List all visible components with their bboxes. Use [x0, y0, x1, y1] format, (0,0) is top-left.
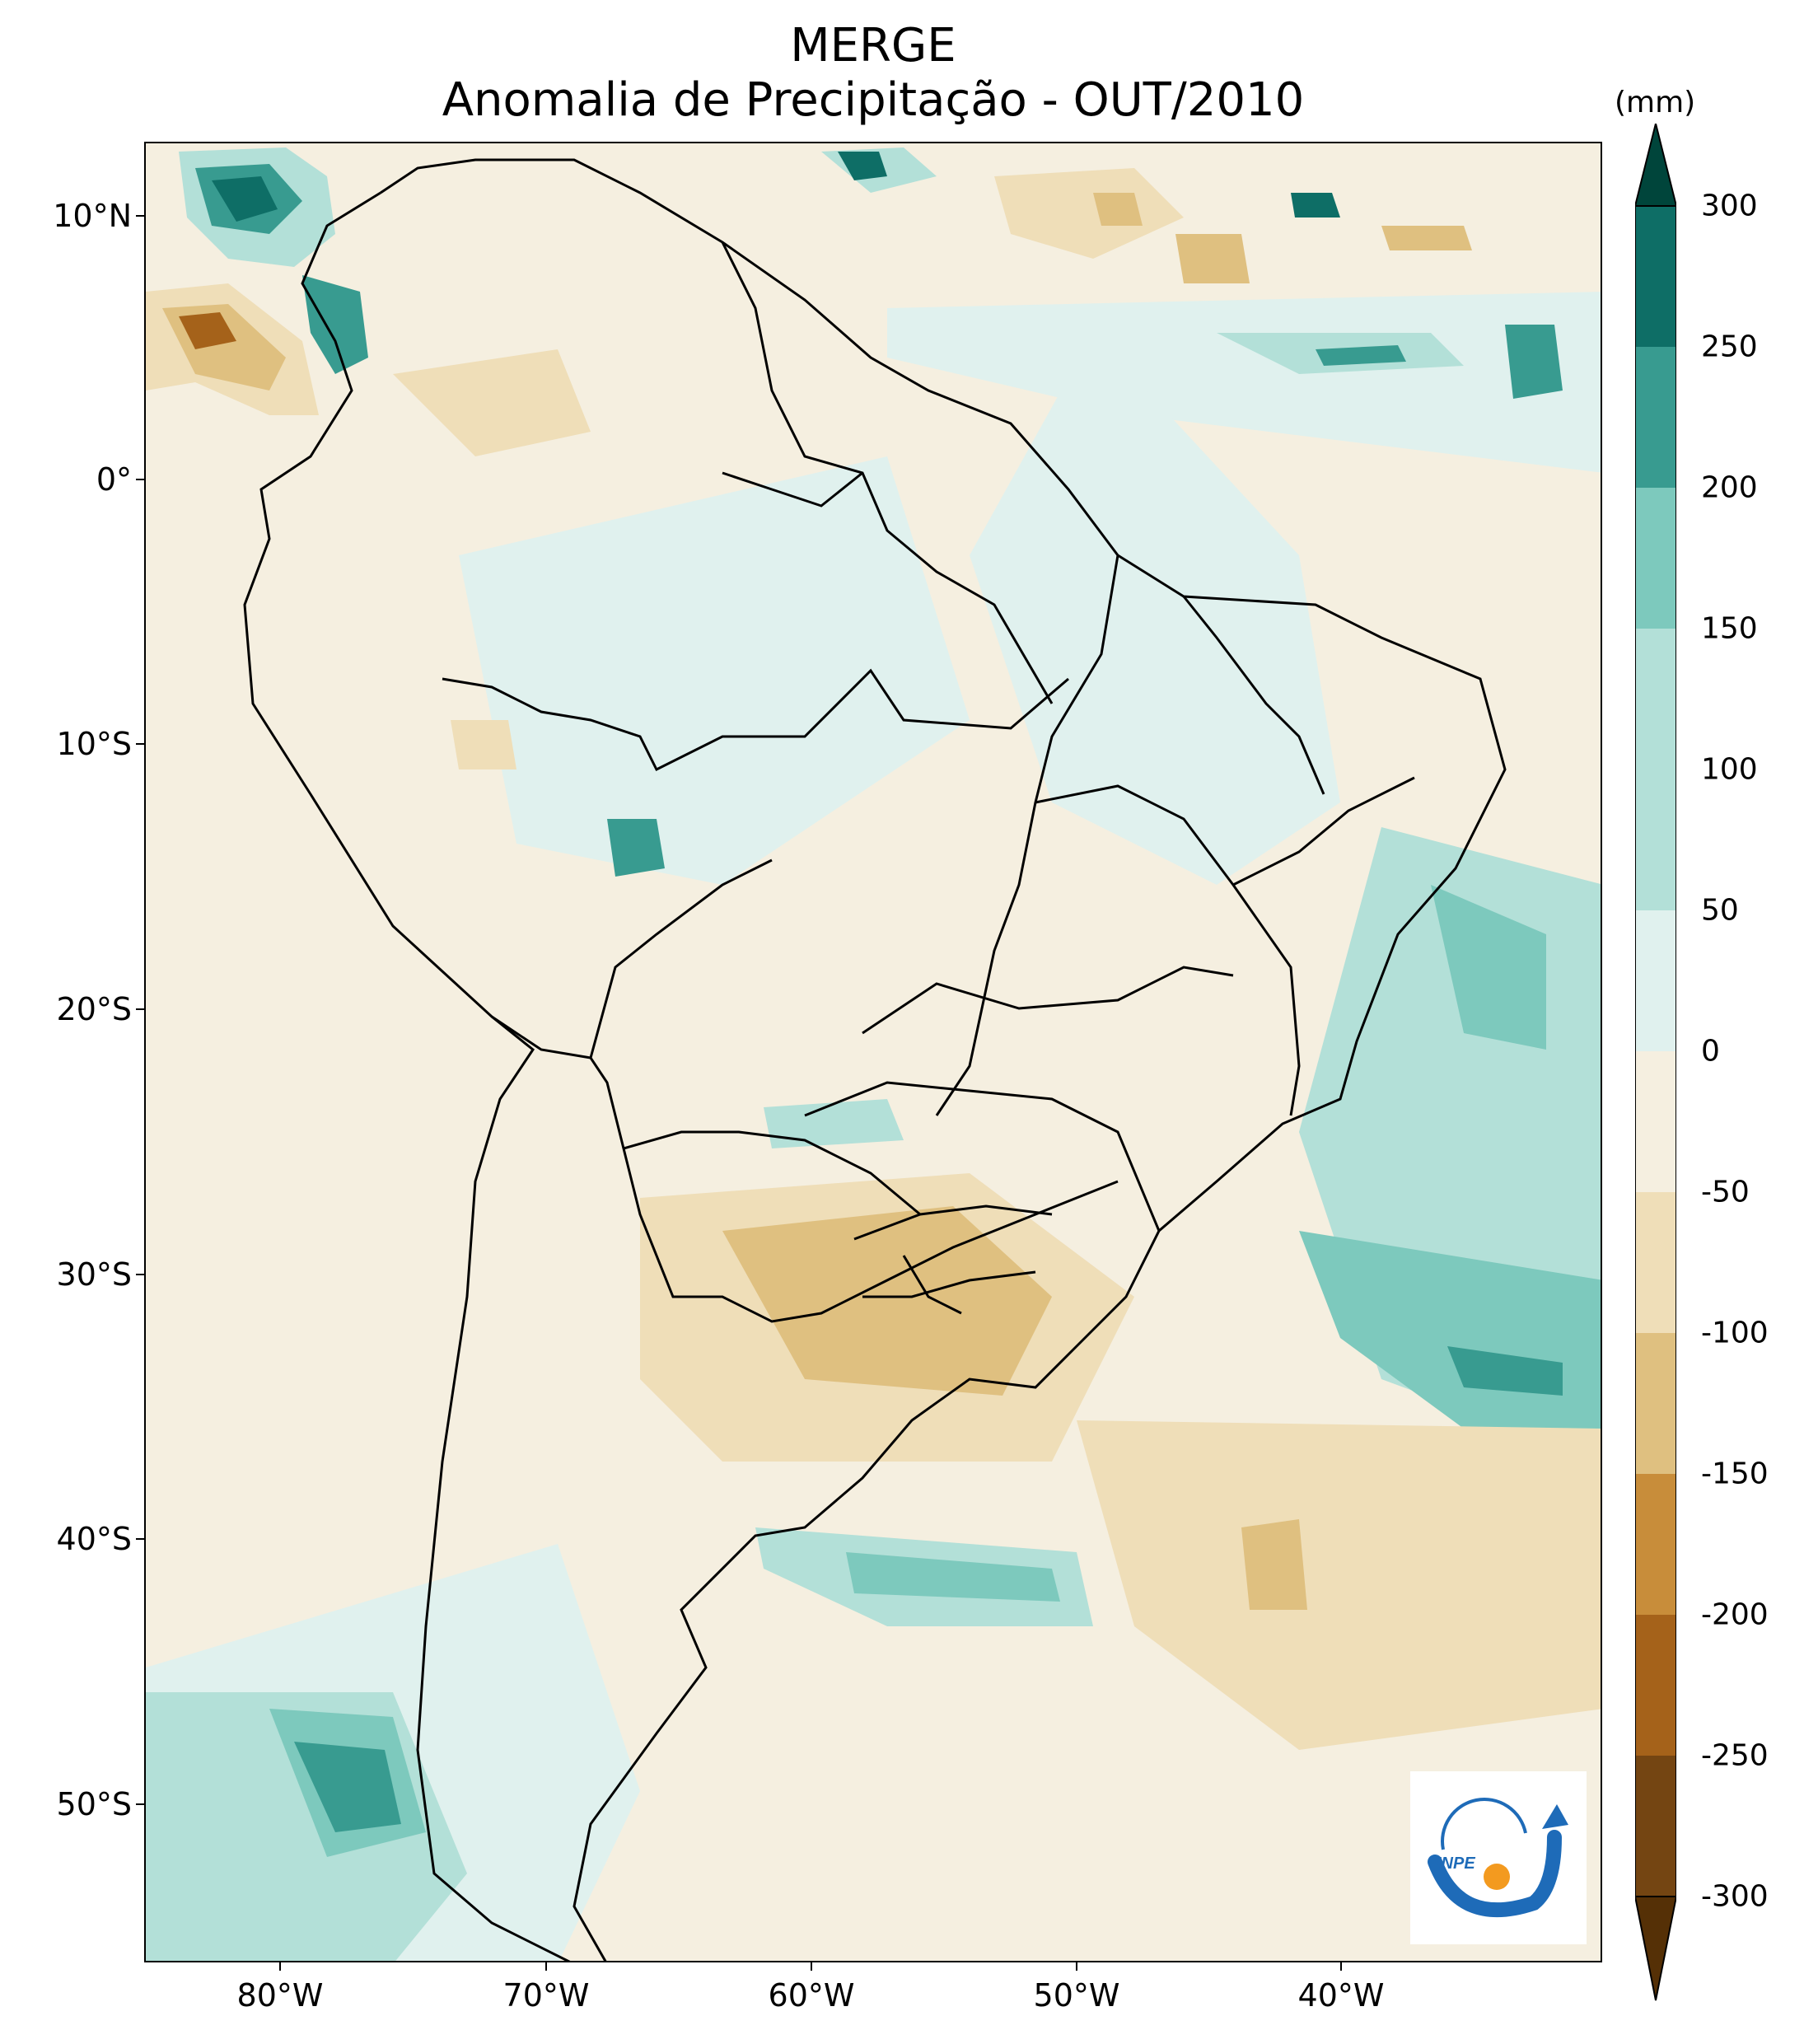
colorbar-label-100: 100	[1701, 752, 1758, 787]
lon-tick	[545, 1962, 547, 1971]
colorbar-label-m50: -50	[1701, 1175, 1750, 1209]
lon-label-80w: 80°W	[236, 1977, 324, 2014]
colorbar-label-0: 0	[1701, 1034, 1720, 1069]
positive-anomaly-areas	[146, 147, 1601, 1961]
lat-label-10n: 10°N	[53, 198, 132, 234]
lat-tick	[136, 1008, 144, 1010]
colorbar	[1635, 124, 1676, 2001]
colorbar-bottom-arrow	[1635, 1896, 1676, 2001]
colorbar-label-300: 300	[1701, 189, 1758, 223]
colorbar-label-m100: -100	[1701, 1316, 1769, 1350]
lon-label-60w: 60°W	[768, 1977, 855, 2014]
lat-label-20s: 20°S	[56, 991, 132, 1027]
colorbar-label-m200: -200	[1701, 1597, 1769, 1632]
colorbar-bin-m200-m150	[1635, 1474, 1676, 1615]
colorbar-top-arrow	[1635, 124, 1676, 207]
colorbar-label-m150: -150	[1701, 1457, 1769, 1491]
colorbar-bin-m300-m250	[1635, 1756, 1676, 1897]
colorbar-bin-200-250	[1635, 347, 1676, 488]
lat-label-50s: 50°S	[56, 1786, 132, 1822]
colorbar-bin-m250-m200	[1635, 1615, 1676, 1756]
lon-tick	[811, 1962, 812, 1971]
logo-text: INPE	[1437, 1855, 1475, 1873]
lon-tick	[279, 1962, 281, 1971]
colorbar-label-m300: -300	[1701, 1879, 1769, 1914]
colorbar-bin-m100-m50	[1635, 1192, 1676, 1333]
lon-tick	[1076, 1962, 1077, 1971]
colorbar-bin-50-100	[1635, 769, 1676, 910]
lat-tick	[136, 1538, 144, 1540]
inpe-logo: INPE	[1410, 1771, 1587, 1944]
map-title: MERGE	[790, 19, 956, 72]
negative-anomaly-areas	[146, 168, 1601, 1750]
colorbar-bin-m150-m100	[1635, 1333, 1676, 1474]
lon-label-40w: 40°W	[1297, 1977, 1385, 2014]
lat-label-30s: 30°S	[56, 1256, 132, 1293]
country-borders	[243, 158, 1507, 1961]
lat-label-10s: 10°S	[56, 726, 132, 762]
lon-label-70w: 70°W	[502, 1977, 590, 2014]
colorbar-label-200: 200	[1701, 470, 1758, 505]
colorbar-bin-100-150	[1635, 629, 1676, 769]
colorbar-bin-250-300	[1635, 206, 1676, 347]
map-panel	[144, 142, 1602, 1962]
lat-tick	[136, 1803, 144, 1805]
map-subtitle: Anomalia de Precipitação - OUT/2010	[442, 73, 1305, 127]
lat-tick	[136, 215, 144, 217]
lat-label-40s: 40°S	[56, 1521, 132, 1557]
colorbar-label-50: 50	[1701, 893, 1739, 928]
lat-tick	[136, 479, 144, 480]
colorbar-label-m250: -250	[1701, 1738, 1769, 1773]
colorbar-units: (mm)	[1615, 86, 1696, 119]
lat-tick	[136, 1274, 144, 1275]
precipitation-anomaly-map	[146, 147, 1601, 1961]
lon-tick	[1340, 1962, 1342, 1971]
colorbar-bin-0-50	[1635, 910, 1676, 1051]
colorbar-label-250: 250	[1701, 330, 1758, 364]
inpe-logo-graphic: INPE	[1428, 1798, 1568, 1918]
lat-tick	[136, 743, 144, 745]
colorbar-label-150: 150	[1701, 611, 1758, 646]
colorbar-bin-150-200	[1635, 488, 1676, 629]
colorbar-bin-m50-0	[1635, 1051, 1676, 1192]
lon-label-50w: 50°W	[1033, 1977, 1120, 2014]
lat-label-0: 0°	[96, 461, 132, 498]
